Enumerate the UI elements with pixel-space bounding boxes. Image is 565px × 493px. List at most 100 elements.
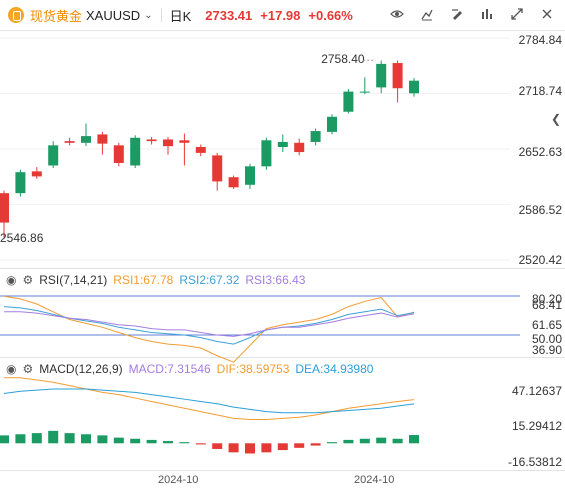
dea-value: DEA:34.93980	[295, 362, 374, 376]
pane-divider	[0, 470, 565, 471]
rsi2-line	[3, 306, 415, 345]
candle-body	[392, 63, 403, 89]
macd-histogram-bar	[310, 443, 321, 446]
macd-histogram-bar	[376, 437, 387, 444]
compare-icon[interactable]	[417, 4, 437, 24]
macd-histogram-bar	[130, 438, 141, 444]
pane-divider	[0, 268, 565, 269]
price-axis-label: 2586.52	[518, 203, 562, 217]
candle-body	[31, 171, 42, 177]
macd-histogram-bar	[97, 435, 108, 444]
chevron-left-icon[interactable]: ❮	[550, 112, 561, 126]
macd-histogram-bar	[15, 434, 26, 444]
chart-header: 现货黄金 XAUUSD ⌄ 日K 2733.41 +17.98 +0.66%	[0, 0, 565, 30]
rsi3-line	[4, 311, 415, 337]
eye-icon[interactable]: ◉	[6, 362, 17, 376]
macd-histogram-bar	[195, 443, 206, 445]
rsi2-value: RSI2:67.32	[179, 273, 240, 287]
candle-body	[81, 136, 91, 143]
indicator-icon[interactable]	[477, 4, 497, 24]
toolbar	[387, 4, 557, 24]
macd-histogram-bar	[113, 437, 124, 444]
candle-body	[130, 137, 141, 166]
price-change: +17.98	[260, 7, 301, 23]
period-selector[interactable]: 日K	[169, 8, 192, 24]
macd-histogram-bar	[64, 433, 75, 444]
rsi-axis-label: 36.90	[531, 343, 562, 357]
candle-body	[294, 142, 305, 153]
candle-body	[113, 145, 124, 163]
candle-body	[327, 116, 337, 132]
macd-histogram-bar	[31, 433, 42, 444]
header-divider	[160, 8, 162, 22]
macd-axis-label: 15.29412	[511, 419, 562, 433]
macd-histogram-bar	[409, 435, 419, 444]
price-axis-label: 2520.42	[518, 253, 562, 267]
rsi-legend: ◉ ⚙ RSI(7,14,21) RSI1:67.78 RSI2:67.32 R…	[6, 273, 305, 287]
symbol-code[interactable]: XAUUSD	[86, 7, 141, 23]
candle-body	[195, 147, 206, 153]
macd-histogram-bar	[228, 443, 239, 453]
rsi1-value: RSI1:67.78	[113, 273, 174, 287]
fullscreen-icon[interactable]	[507, 4, 527, 24]
macd-histogram-bar	[146, 439, 157, 444]
candle-body	[179, 140, 190, 143]
macd-value: MACD:7.31546	[128, 362, 211, 376]
settings-icon[interactable]: ⚙	[22, 273, 34, 287]
candle-body	[212, 155, 223, 182]
macd-histogram-bar	[81, 434, 91, 444]
macd-histogram-bar	[261, 443, 272, 453]
macd-histogram-bar	[327, 442, 337, 444]
macd-histogram-bar	[212, 443, 223, 449]
price-axis-label: 2652.63	[518, 145, 562, 159]
candle-body	[64, 141, 75, 143]
rsi-axis-label: 61.65	[531, 318, 562, 332]
macd-histogram-bar	[0, 435, 9, 444]
candle-body	[310, 131, 321, 142]
date-label: 2024-10	[354, 474, 395, 486]
header-divider-line	[0, 30, 565, 31]
candle-body	[261, 140, 272, 167]
symbol-name[interactable]: 现货黄金	[30, 8, 83, 24]
candle-body	[376, 63, 387, 88]
candle-body	[15, 172, 26, 194]
rsi1-line	[3, 295, 415, 363]
candle-body	[0, 193, 9, 223]
macd-histogram-bar	[48, 430, 59, 444]
chevron-down-icon[interactable]: ⌄	[144, 9, 153, 21]
candle-body	[409, 80, 419, 94]
macd-axis-label: -16.53812	[507, 455, 562, 469]
eye-icon[interactable]	[387, 4, 407, 24]
macd-histogram-bar	[359, 438, 370, 444]
rsi-title[interactable]: RSI(7,14,21)	[39, 273, 108, 287]
macd-histogram-bar	[392, 438, 403, 444]
rsi-axis-label: 80.20	[531, 292, 562, 306]
settings-icon[interactable]: ⚙	[22, 362, 34, 376]
candle-body	[48, 145, 59, 166]
rsi-axis-label: 50.00	[531, 332, 562, 346]
macd-histogram-bar	[245, 443, 255, 454]
macd-histogram-bar	[277, 443, 288, 451]
macd-axis-label: 47.12637	[511, 384, 562, 398]
candle-body	[343, 91, 354, 112]
candle-body	[146, 139, 157, 142]
high-price-label: 2758.40	[321, 52, 365, 66]
macd-histogram-bar	[179, 442, 190, 444]
macd-title[interactable]: MACD(12,26,9)	[39, 362, 123, 376]
rsi-axis-label: 68.41	[531, 298, 562, 312]
price-change-percent: +0.66%	[308, 7, 353, 23]
date-label: 2024-10	[158, 474, 199, 486]
drawing-icon[interactable]	[447, 4, 467, 24]
dif-value: DIF:38.59753	[216, 362, 290, 376]
candle-body	[163, 139, 173, 147]
candle-body	[359, 91, 370, 93]
gold-coin-icon	[8, 7, 24, 23]
eye-icon[interactable]: ◉	[6, 273, 17, 287]
macd-histogram-bar	[163, 441, 173, 444]
macd-histogram-bar	[343, 439, 354, 444]
candle-body	[97, 134, 108, 144]
macd-legend: ◉ ⚙ MACD(12,26,9) MACD:7.31546 DIF:38.59…	[6, 362, 373, 376]
pane-divider	[0, 357, 565, 358]
close-icon[interactable]	[537, 4, 557, 24]
